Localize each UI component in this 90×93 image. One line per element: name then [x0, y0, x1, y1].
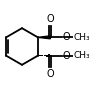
Text: CH₃: CH₃	[73, 51, 90, 60]
Text: O: O	[47, 69, 54, 79]
Text: O: O	[62, 51, 70, 61]
Text: O: O	[47, 14, 54, 24]
Text: CH₃: CH₃	[73, 33, 90, 42]
Text: O: O	[62, 32, 70, 42]
Polygon shape	[38, 36, 50, 39]
